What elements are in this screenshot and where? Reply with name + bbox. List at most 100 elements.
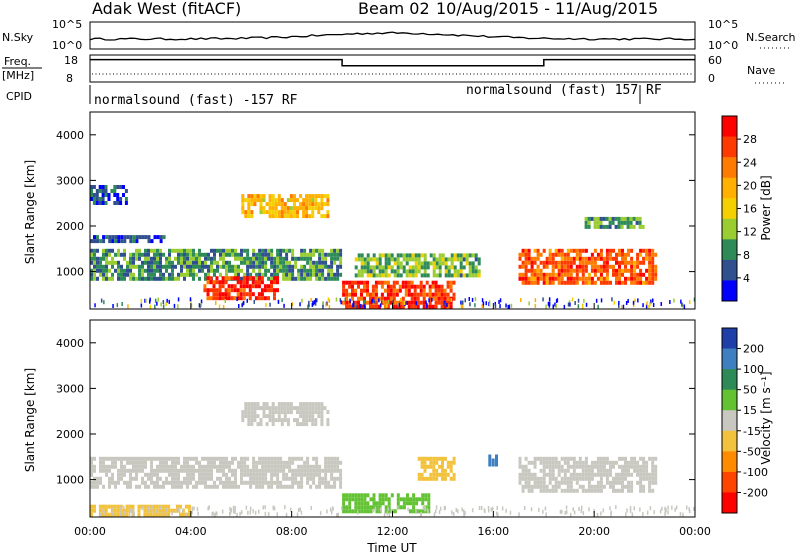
power-cell (239, 288, 243, 293)
power-cell (270, 284, 273, 289)
velocity-cell (213, 460, 216, 465)
power-cell (92, 197, 96, 201)
velocity-cell (348, 497, 352, 502)
power-speckle (224, 299, 226, 303)
power-cell (251, 280, 255, 285)
velocity-cell (539, 456, 543, 461)
velocity-cell (201, 468, 204, 473)
power-cell (174, 276, 177, 281)
velocity-cell (126, 468, 129, 473)
velocity-cell (539, 476, 543, 481)
power-cell (551, 256, 555, 261)
velocity-cell (406, 497, 409, 502)
velocity-cell (271, 422, 275, 427)
velocity-cell (276, 476, 280, 481)
velocity-cell (554, 456, 558, 461)
velocity-speckle (247, 510, 249, 515)
power-cell (222, 256, 225, 261)
power-cell (351, 292, 354, 297)
velocity-cell (241, 414, 245, 419)
power-cell (521, 276, 525, 281)
power-cell (117, 239, 121, 244)
power-cell (99, 264, 102, 269)
velocity-cell (90, 480, 93, 485)
velocity-cell (150, 480, 153, 485)
power-cell (527, 256, 531, 261)
power-cell (453, 257, 457, 262)
velocity-cell (228, 468, 231, 473)
power-cell (209, 296, 213, 301)
velocity-cell (609, 484, 612, 489)
power-cell (381, 253, 385, 258)
velocity-cell (621, 488, 624, 493)
velocity-colorbar-swatch (722, 328, 737, 350)
velocity-cell (630, 488, 634, 493)
velocity-cell (618, 476, 621, 481)
power-cell (612, 272, 615, 277)
power-cell (302, 198, 306, 203)
velocity-cell (590, 488, 594, 493)
power-cell (189, 268, 192, 273)
velocity-speckle (452, 512, 455, 516)
power-cell (635, 216, 639, 221)
power-cell (447, 269, 451, 274)
power-cell (101, 189, 105, 193)
power-cell (560, 248, 564, 253)
power-cell (177, 272, 180, 277)
velocity-speckle (615, 505, 617, 510)
velocity-cell (372, 493, 376, 498)
power-cell (159, 268, 162, 273)
power-cell (441, 257, 445, 262)
power-speckle (349, 298, 351, 303)
power-cell (111, 248, 114, 253)
velocity-cell (303, 464, 307, 469)
velocity-cell (615, 460, 618, 465)
velocity-speckle (561, 509, 563, 514)
power-cell (627, 252, 630, 257)
power-cell (271, 198, 275, 203)
power-cell (416, 304, 420, 309)
velocity-speckle (572, 507, 574, 512)
power-cell (126, 268, 129, 273)
power-cell (114, 239, 118, 244)
power-cell (99, 272, 102, 277)
velocity-cell (116, 512, 120, 517)
power-cell (413, 288, 417, 293)
power-cell (195, 260, 198, 265)
power-speckle (499, 304, 501, 309)
power-cell (419, 300, 423, 305)
power-speckle (222, 305, 225, 309)
velocity-cell (111, 476, 114, 481)
velocity-cell (293, 406, 296, 411)
velocity-cell (602, 460, 606, 465)
power-cell (360, 253, 364, 258)
velocity-speckle (296, 512, 299, 517)
power-cell (302, 202, 306, 207)
velocity-cell (533, 484, 537, 489)
power-cell (150, 276, 153, 281)
power-cell (387, 265, 391, 270)
power-cell (581, 260, 585, 265)
velocity-cell (621, 484, 624, 489)
power-cell (271, 194, 275, 199)
power-cell (221, 296, 225, 301)
velocity-cell (627, 484, 630, 489)
velocity-speckle (264, 505, 266, 510)
power-cell (264, 252, 268, 257)
power-cell (289, 210, 293, 215)
velocity-cell (581, 464, 585, 469)
power-cell (294, 264, 298, 269)
velocity-cell (315, 468, 319, 473)
velocity-cell (375, 505, 379, 510)
velocity-cell (566, 484, 570, 489)
power-cell (632, 224, 636, 229)
velocity-cell (314, 418, 318, 423)
power-cell (371, 284, 375, 289)
power-cell (345, 300, 349, 305)
velocity-cell (587, 468, 591, 473)
power-cell (274, 210, 278, 215)
power-cell (101, 193, 105, 197)
power-cell (213, 260, 216, 265)
power-cell (294, 276, 298, 281)
